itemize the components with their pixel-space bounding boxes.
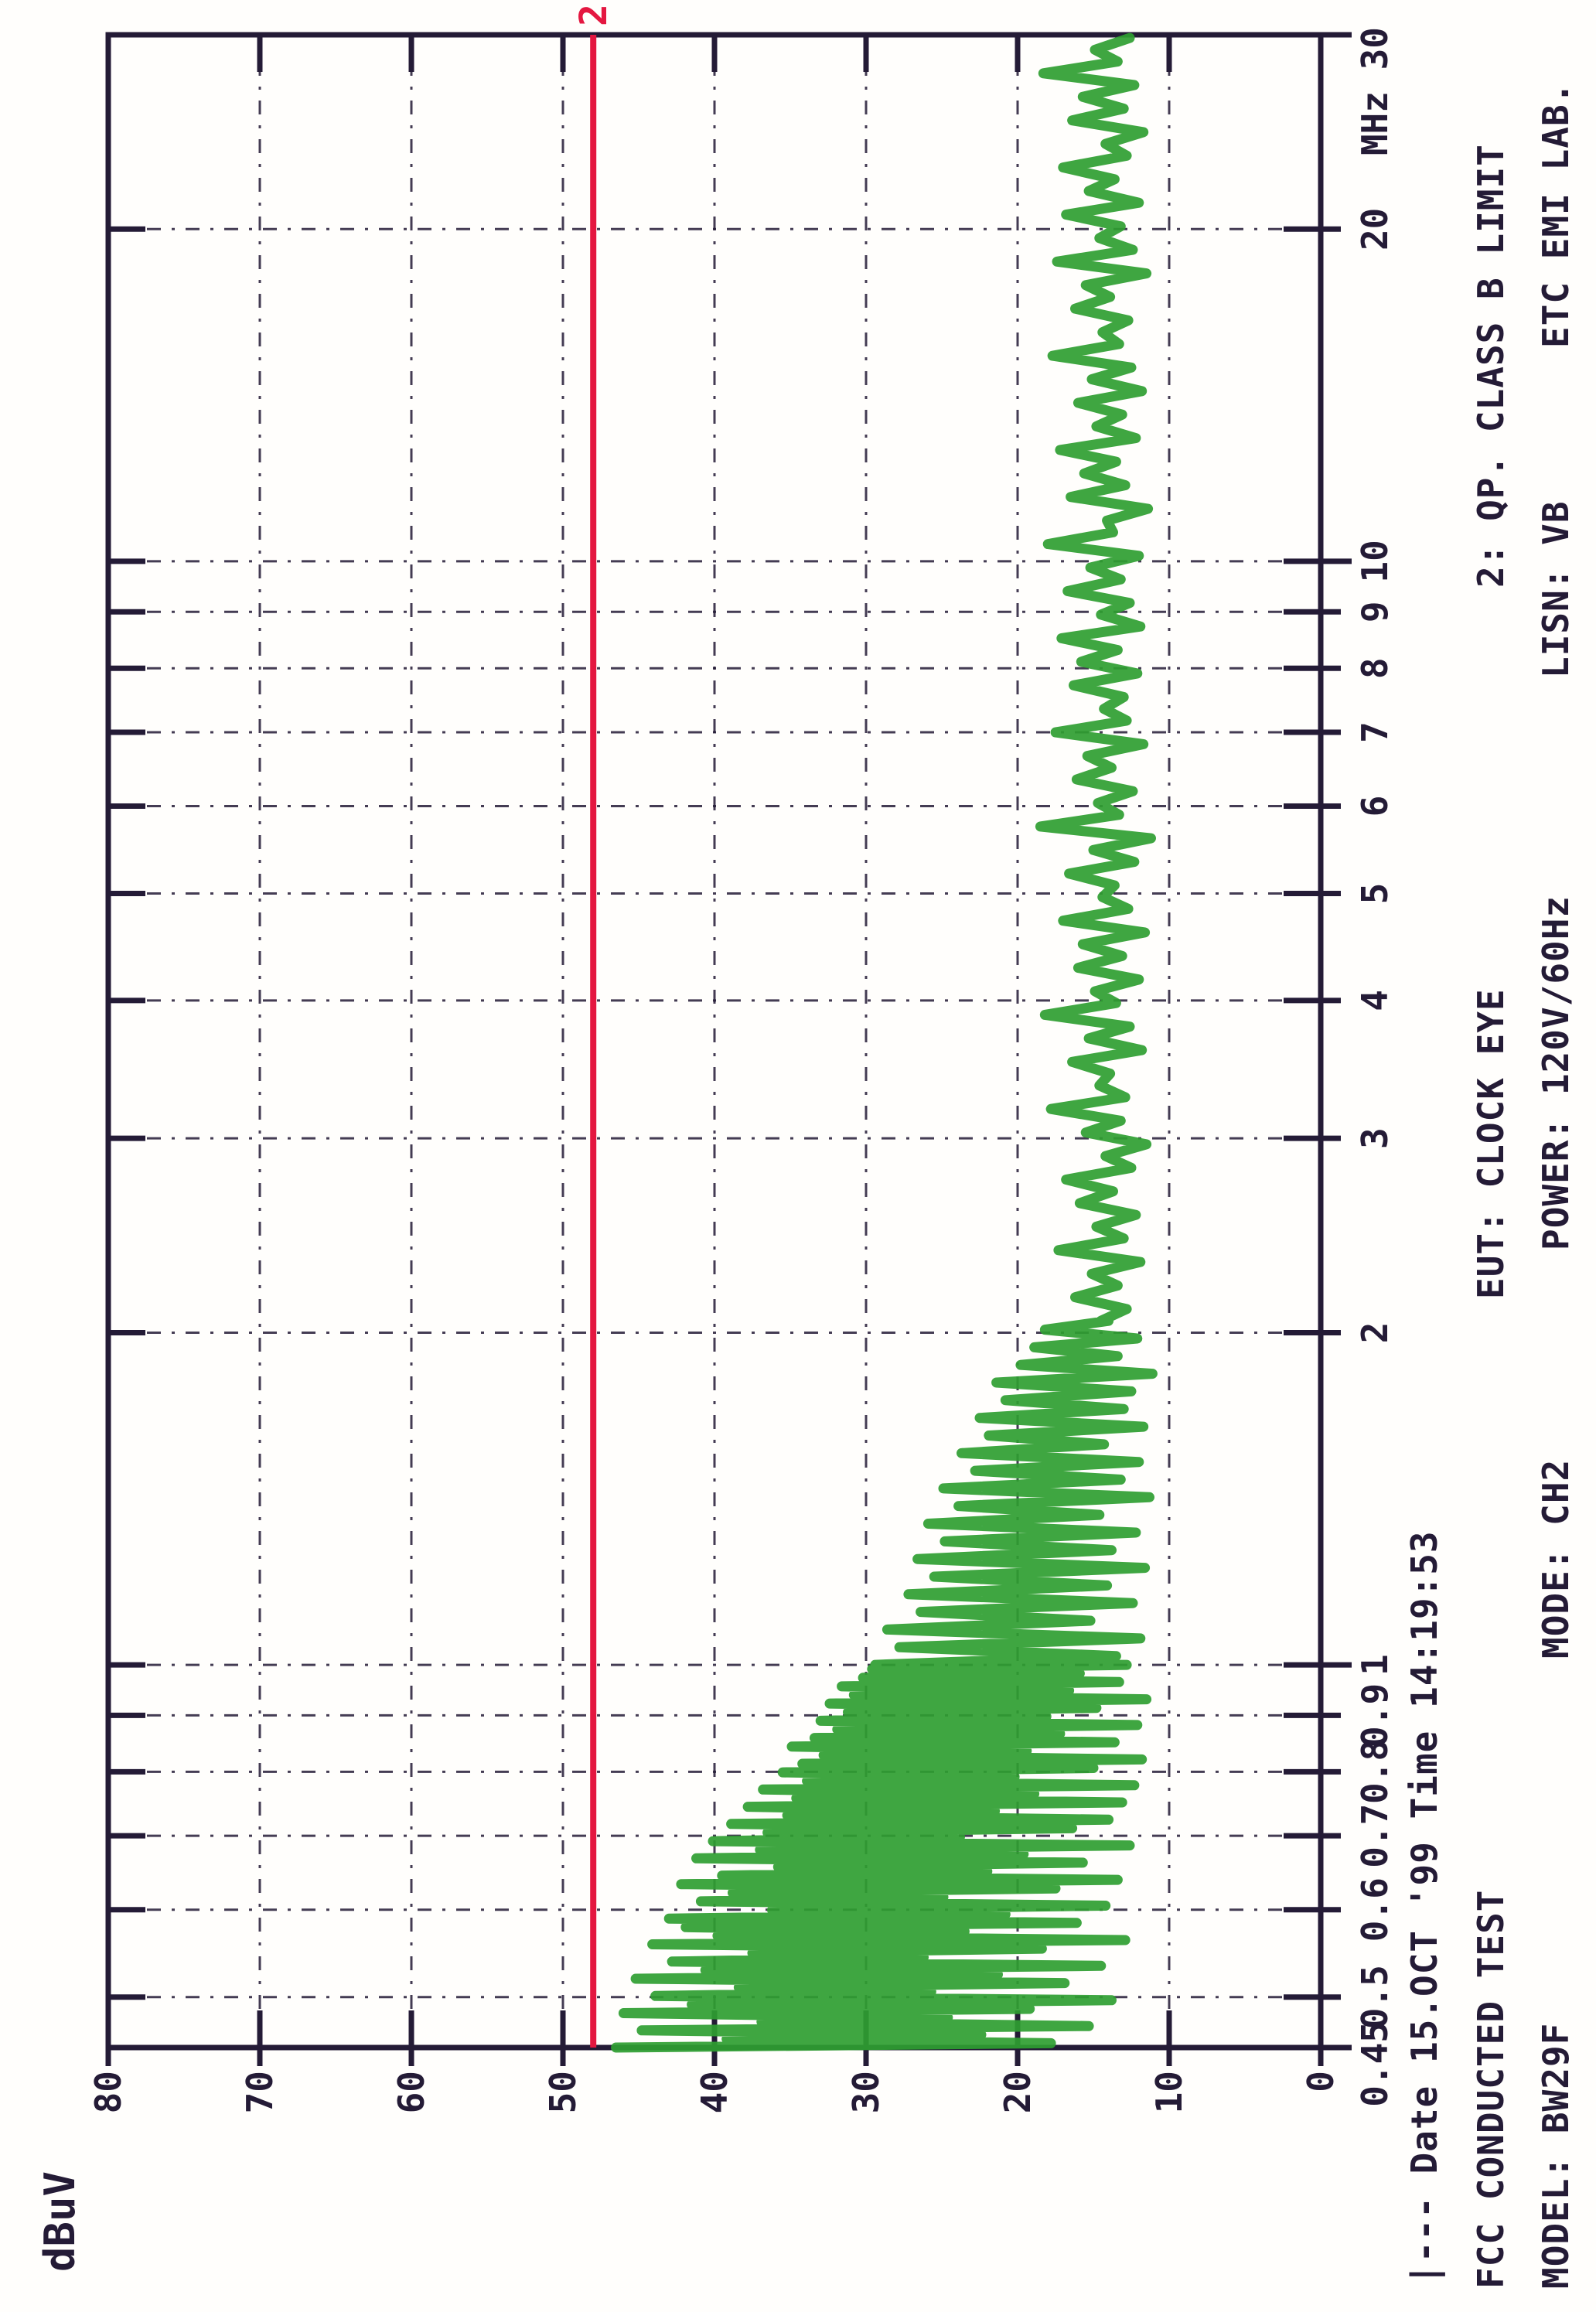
x-tick-label: 3 [1354, 1127, 1396, 1149]
x-tick-label: 8 [1354, 657, 1396, 679]
x-tick-label: 0.7 [1354, 1804, 1396, 1868]
x-tick-label: 0.9 [1354, 1683, 1396, 1748]
y-tick-label: 0 [1300, 2071, 1342, 2092]
footer-text-layer: |--- Date 15.OCT '99 Time 14:19:53 FCC CO… [1403, 82, 1577, 2289]
x-tick-label: 9 [1354, 601, 1396, 622]
x-tick-label: 2 [1354, 1322, 1396, 1344]
y-tick-label: 10 [1148, 2071, 1190, 2113]
emissions-trace [611, 32, 1158, 2053]
x-tick-label: 10 [1354, 540, 1396, 582]
limit-curve-number-label: 2 [572, 4, 616, 26]
series-layer [590, 32, 1158, 2053]
footer-line-segment: FCC CONDUCTED TEST [1470, 1890, 1512, 2290]
y-tick-label: 30 [845, 2071, 887, 2113]
footer-line-segment: ETC EMI LAB. [1535, 82, 1577, 348]
footer-line-segment: |--- Date 15.OCT '99 Time 14:19:53 [1403, 1530, 1446, 2285]
x-tick-label: 0.8 [1354, 1740, 1396, 1804]
y-tick-label: 80 [87, 2071, 129, 2113]
x-tick-label: 0.45 [1354, 2021, 1396, 2107]
x-tick-label: 6 [1354, 796, 1396, 817]
y-tick-label: 60 [390, 2071, 432, 2113]
x-tick-label: 0.6 [1354, 1877, 1396, 1942]
x-tick-label: 4 [1354, 990, 1396, 1011]
y-tick-label: 70 [239, 2071, 281, 2113]
y-tick-label: 50 [542, 2071, 584, 2113]
footer-line-segment: EUT: CLOCK EYE [1470, 988, 1512, 1299]
footer-line-segment: LISN: VB [1535, 500, 1577, 678]
grid-layer [105, 32, 1352, 2066]
x-tick-label: 1 [1354, 1654, 1396, 1676]
x-tick-label: 5 [1354, 883, 1396, 905]
x-tick-label: 0.5 [1354, 1965, 1396, 2029]
footer-line-segment: MODEL: BW29F [1535, 2023, 1577, 2289]
x-tick-label: MHz 30 [1354, 27, 1396, 155]
y-tick-label: 20 [997, 2071, 1038, 2113]
y-axis-unit-label: dBuV [36, 2171, 84, 2272]
axis-label-layer: 80 70 60 50 40 30 20 10 0 0.450.5 0.6 0.70.80.9 1 2 3 4… [87, 27, 1396, 2113]
footer-line-segment: MODE: CH2 [1535, 1459, 1577, 1659]
y-tick-label: 40 [694, 2071, 735, 2113]
footer-line-segment: POWER: 120V/60Hz [1535, 895, 1577, 1250]
x-tick-label: 20 [1354, 208, 1396, 251]
footer-line-segment: 2: QP. CLASS B LIMIT [1470, 144, 1512, 588]
x-tick-label: 7 [1354, 721, 1396, 743]
